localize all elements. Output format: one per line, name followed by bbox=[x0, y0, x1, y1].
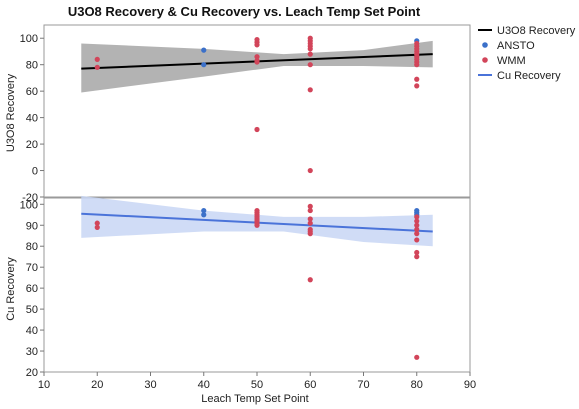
u3o8-point-wmm bbox=[414, 83, 420, 89]
legend-swatch-ansto bbox=[482, 42, 488, 48]
cu-y-tick-label: 60 bbox=[26, 283, 38, 295]
cu-y-tick-label: 90 bbox=[26, 220, 38, 232]
cu-point-wmm bbox=[414, 237, 420, 243]
cu-point-wmm bbox=[307, 216, 313, 222]
cu-y-tick-label: 50 bbox=[26, 304, 38, 316]
u3o8-point-wmm bbox=[307, 167, 313, 174]
legend-label-ansto: ANSTO bbox=[497, 40, 535, 52]
u3o8-point-wmm bbox=[254, 54, 260, 60]
cu-point-wmm bbox=[414, 354, 420, 360]
u3o8-point-wmm bbox=[254, 42, 260, 48]
u3o8-y-tick-label: 100 bbox=[20, 33, 38, 45]
cu-y-tick-label: 80 bbox=[26, 241, 38, 253]
u3o8-y-tick-label: -20 bbox=[22, 192, 38, 204]
cu-point-wmm bbox=[307, 220, 313, 226]
cu-point-wmm bbox=[307, 277, 313, 283]
u3o8-y-axis-title: U3O8 Recovery bbox=[5, 73, 17, 152]
cu-point-wmm bbox=[254, 222, 260, 228]
x-tick-label: 50 bbox=[251, 379, 263, 391]
cu-y-tick-label: 20 bbox=[26, 367, 38, 379]
u3o8-point-ansto bbox=[201, 47, 207, 53]
x-tick-label: 60 bbox=[304, 379, 316, 391]
u3o8-point-wmm bbox=[307, 62, 313, 68]
u3o8-point-wmm bbox=[254, 59, 260, 65]
cu-point-ansto bbox=[201, 212, 207, 218]
cu-y-tick-label: 100 bbox=[20, 199, 38, 211]
cu-point-wmm bbox=[307, 231, 313, 237]
u3o8-point-wmm bbox=[414, 62, 420, 68]
x-tick-label: 70 bbox=[357, 379, 369, 391]
cu-point-wmm bbox=[414, 218, 420, 224]
cu-point-wmm bbox=[414, 231, 420, 237]
u3o8-y-tick-label: 0 bbox=[32, 166, 38, 178]
panel-cu: 20 30 40 50 60 70 80 90 100 bbox=[20, 195, 471, 379]
cu-point-wmm bbox=[307, 203, 313, 209]
cu-point-wmm bbox=[94, 220, 100, 226]
chart-title: U3O8 Recovery & Cu Recovery vs. Leach Te… bbox=[68, 4, 421, 19]
x-tick-label: 80 bbox=[411, 379, 423, 391]
u3o8-y-tick-label: 40 bbox=[26, 113, 38, 125]
u3o8-point-wmm bbox=[307, 46, 313, 52]
u3o8-point-wmm bbox=[254, 126, 260, 133]
cu-y-tick-label: 30 bbox=[26, 346, 38, 358]
x-axis-title: Leach Temp Set Point bbox=[201, 393, 308, 405]
cu-point-wmm bbox=[414, 249, 420, 256]
legend-label-wmm: WMM bbox=[497, 55, 526, 67]
legend-label-cu-recovery: Cu Recovery bbox=[497, 70, 561, 82]
u3o8-y-tick-label: 20 bbox=[26, 139, 38, 151]
u3o8-point-wmm bbox=[307, 51, 313, 57]
x-tick-label: 90 bbox=[464, 379, 476, 391]
u3o8-point-wmm bbox=[307, 87, 313, 93]
x-axis: 10 20 30 40 50 60 70 80 90 bbox=[38, 372, 476, 391]
cu-y-tick-label: 70 bbox=[26, 262, 38, 274]
legend: U3O8 Recovery ANSTO WMM Cu Recovery bbox=[478, 25, 576, 82]
cu-point-wmm bbox=[414, 226, 420, 233]
u3o8-y-tick-label: 60 bbox=[26, 86, 38, 98]
x-tick-label: 20 bbox=[91, 379, 103, 391]
x-tick-label: 10 bbox=[38, 379, 50, 391]
cu-point-wmm bbox=[94, 224, 100, 230]
cu-point-wmm bbox=[414, 222, 420, 228]
u3o8-point-wmm bbox=[94, 56, 100, 63]
cu-y-axis-title: Cu Recovery bbox=[5, 257, 17, 321]
cu-point-wmm bbox=[414, 254, 420, 260]
cu-point-wmm bbox=[414, 214, 420, 220]
u3o8-point-wmm bbox=[414, 76, 420, 82]
cu-point-wmm bbox=[307, 207, 313, 214]
legend-swatch-wmm bbox=[482, 57, 488, 63]
u3o8-confidence-band bbox=[81, 40, 433, 93]
x-tick-label: 40 bbox=[198, 379, 210, 391]
panel-u3o8: -20 0 20 40 60 80 100 bbox=[20, 24, 471, 204]
cu-point-ansto bbox=[201, 207, 207, 214]
u3o8-point-wmm bbox=[94, 64, 100, 70]
legend-label-u3o8-recovery: U3O8 Recovery bbox=[497, 25, 576, 37]
u3o8-y-tick-label: 80 bbox=[26, 60, 38, 72]
cu-y-tick-label: 40 bbox=[26, 325, 38, 337]
u3o8-point-ansto bbox=[201, 62, 207, 68]
x-tick-label: 30 bbox=[144, 379, 156, 391]
